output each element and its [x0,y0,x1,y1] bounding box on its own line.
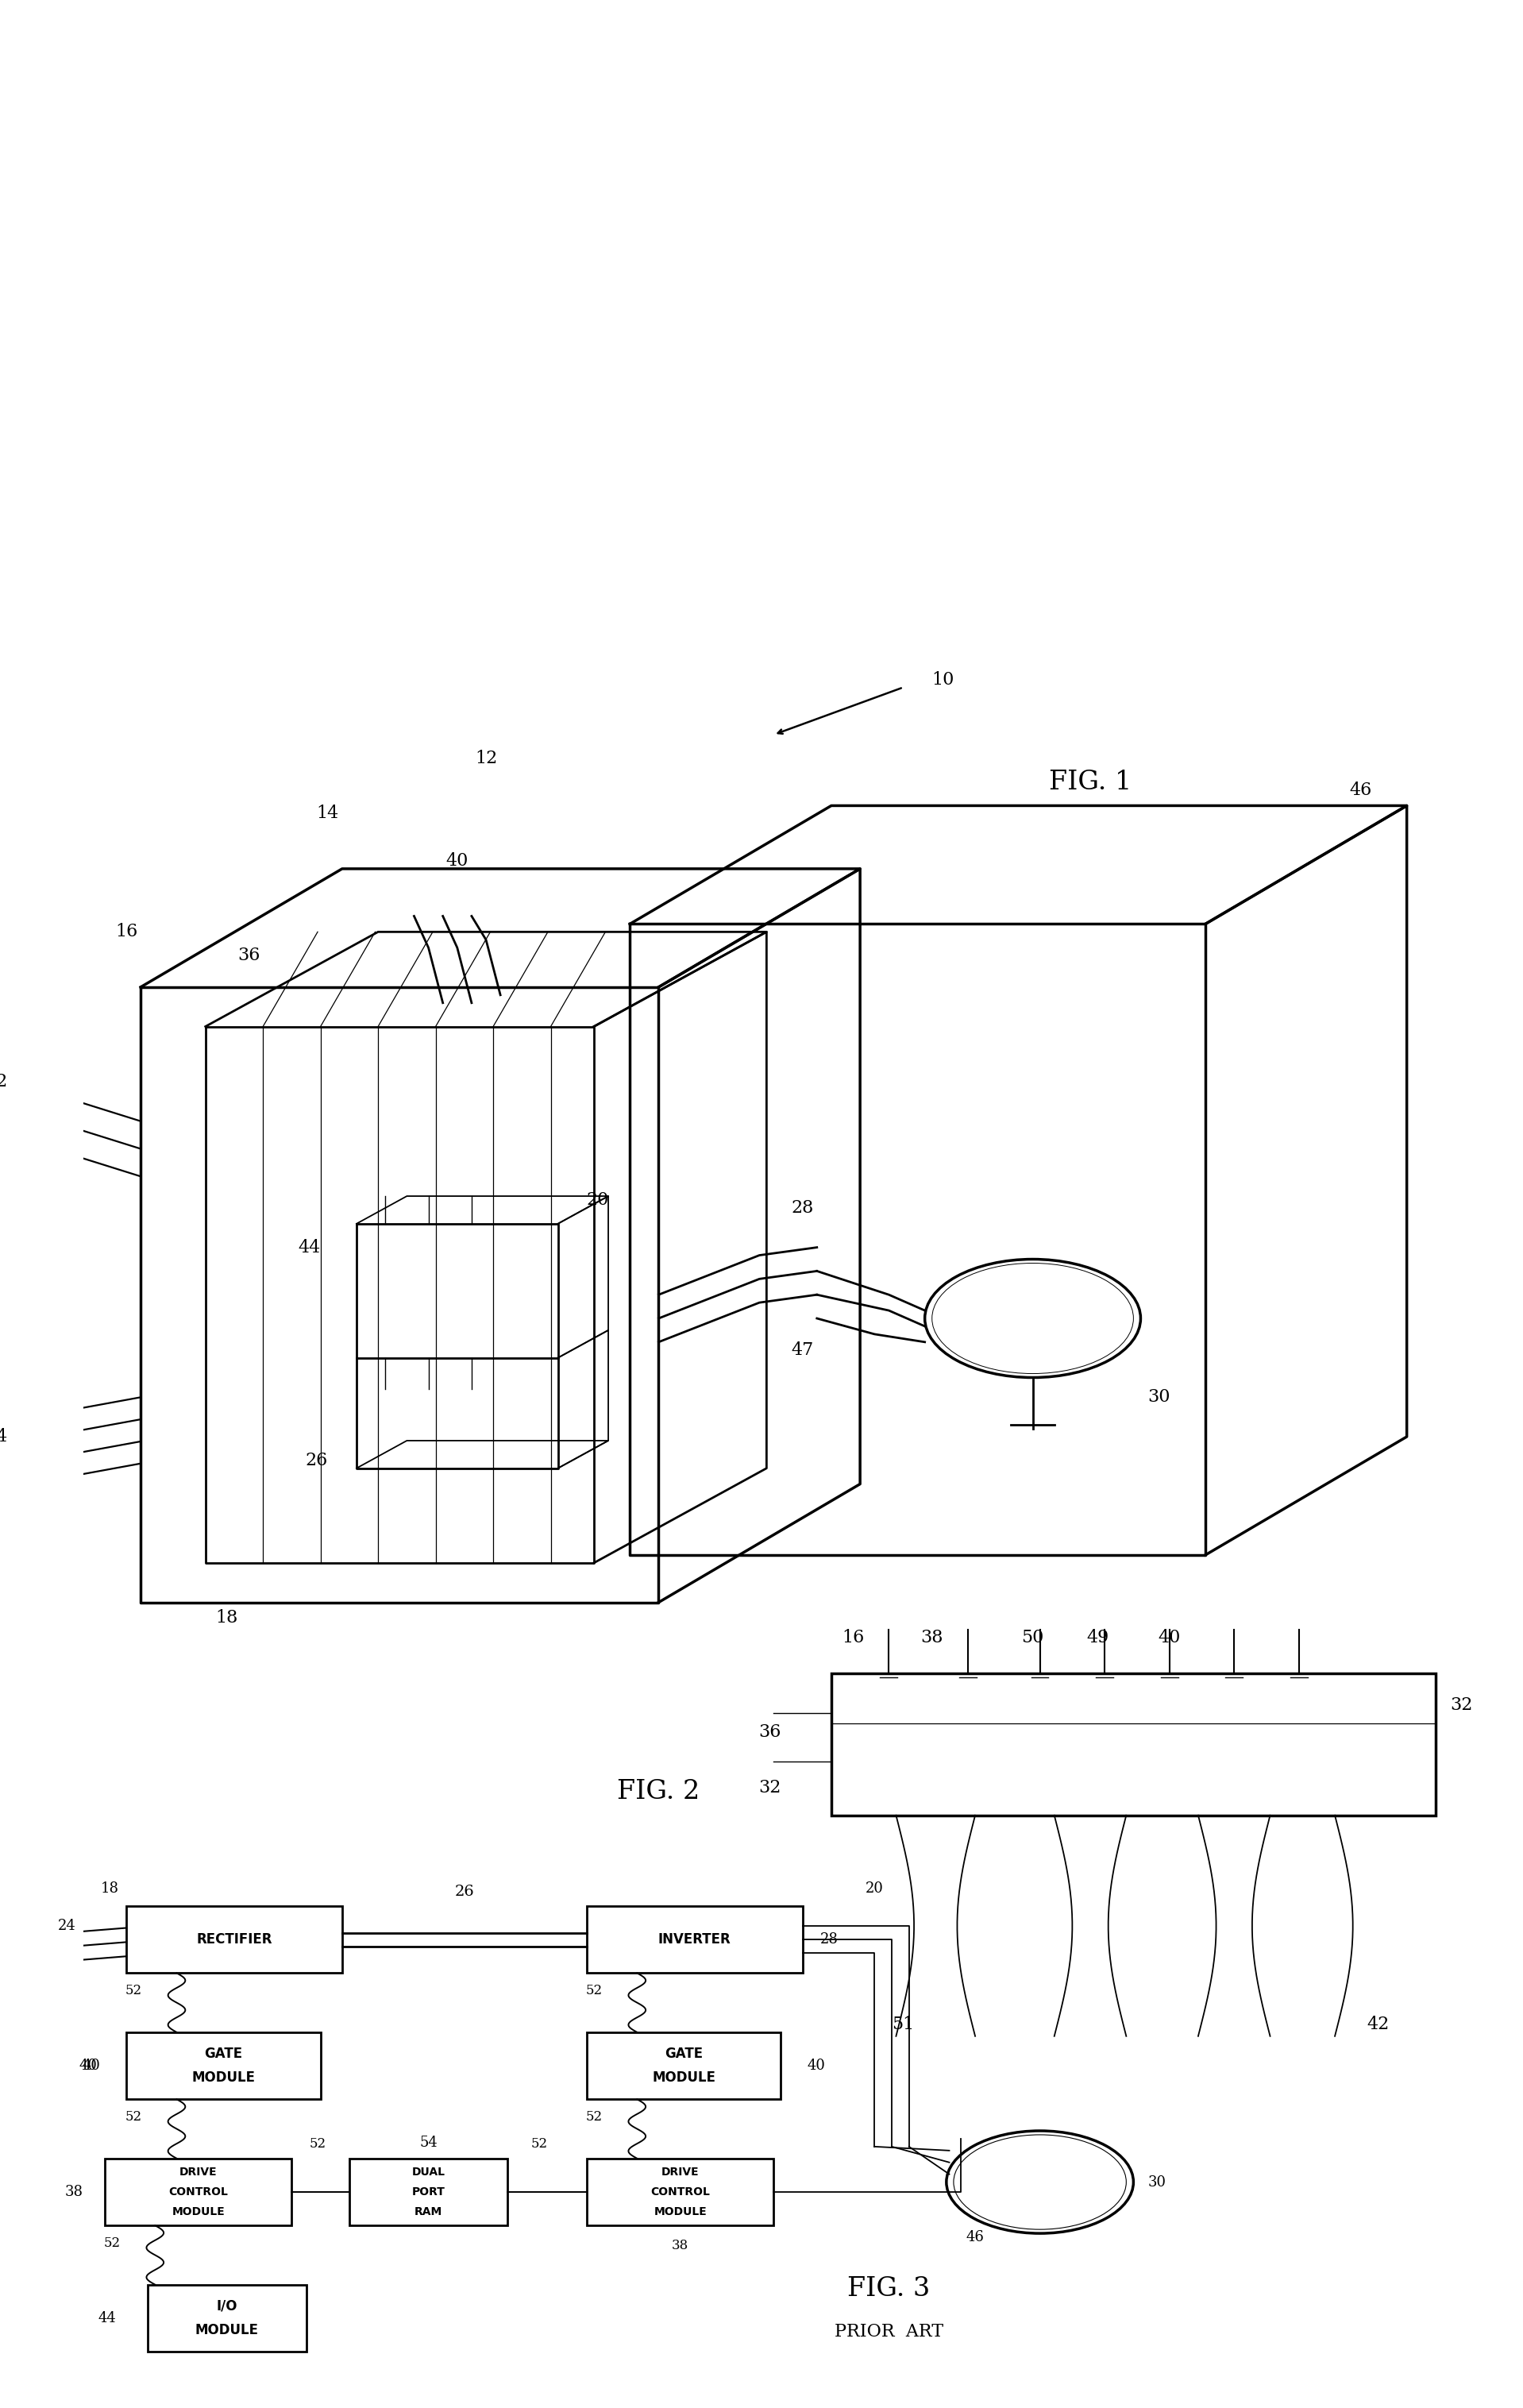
Text: DRIVE: DRIVE [661,2167,699,2177]
Text: 46: 46 [966,2230,984,2244]
Text: 54: 54 [419,2136,437,2150]
Text: 38: 38 [921,1630,943,1647]
Text: 52: 52 [125,2109,142,2124]
Text: 49: 49 [1086,1630,1109,1647]
Text: DRIVE: DRIVE [180,2167,218,2177]
Text: 24: 24 [58,1919,76,1934]
Text: I/O: I/O [216,2300,238,2314]
Text: 40: 40 [807,2059,825,2073]
Text: 47: 47 [792,1341,813,1358]
Text: PORT: PORT [411,2186,445,2199]
Text: 20: 20 [865,1881,883,1895]
Text: MODULE: MODULE [172,2206,225,2218]
Text: 16: 16 [116,922,137,942]
Bar [148,2285,306,2353]
Text: 42: 42 [1366,2015,1389,2032]
Text: 52: 52 [532,2138,548,2150]
Text: MODULE: MODULE [192,2071,256,2085]
Text: 20: 20 [586,1192,609,1209]
Text: 12: 12 [475,749,496,768]
Bar [349,2158,507,2225]
Text: PRIOR  ART: PRIOR ART [835,2324,943,2341]
Text: 50: 50 [1022,1630,1043,1647]
Text: 26: 26 [454,1885,474,1900]
Text: DUAL: DUAL [411,2167,445,2177]
Text: FIG. 3: FIG. 3 [847,2276,931,2302]
Bar [126,2032,320,2100]
Text: 22: 22 [0,1074,8,1091]
Text: MODULE: MODULE [195,2324,259,2338]
Text: 28: 28 [792,1199,813,1216]
Text: 36: 36 [238,946,260,963]
Text: 40: 40 [446,852,469,869]
Text: 38: 38 [65,2184,84,2199]
Text: 38: 38 [672,2239,688,2251]
Text: 32: 32 [758,1780,781,1796]
Text: 36: 36 [758,1724,781,1741]
Text: FIG. 2: FIG. 2 [617,1780,701,1804]
Text: 24: 24 [0,1428,8,1445]
Text: RAM: RAM [414,2206,443,2218]
Text: 40: 40 [1157,1630,1180,1647]
Text: MODULE: MODULE [652,2071,716,2085]
Text: 26: 26 [305,1452,327,1469]
Text: 52: 52 [125,1984,142,1996]
Text: 44: 44 [97,2312,116,2326]
Text: 14: 14 [317,804,340,821]
Text: 28: 28 [821,1931,839,1946]
Text: GATE: GATE [204,2047,242,2061]
Bar [105,2158,292,2225]
Text: FIG. 1: FIG. 1 [1049,768,1132,795]
Text: 10: 10 [932,672,955,689]
Text: 52: 52 [585,2109,602,2124]
Text: 18: 18 [216,1609,238,1628]
Text: 40: 40 [82,2059,101,2073]
Text: 40: 40 [79,2059,97,2073]
Bar [586,2158,774,2225]
Text: 52: 52 [309,2138,326,2150]
Text: 30: 30 [1148,1389,1171,1406]
Text: CONTROL: CONTROL [650,2186,710,2199]
Text: 16: 16 [842,1630,864,1647]
Text: 18: 18 [101,1881,119,1895]
Text: RECTIFIER: RECTIFIER [196,1931,273,1946]
Text: INVERTER: INVERTER [658,1931,731,1946]
Bar [126,1907,343,1972]
Bar [832,1674,1436,1816]
Text: 51: 51 [892,2015,914,2032]
Text: 30: 30 [1148,2174,1167,2189]
Text: MODULE: MODULE [653,2206,707,2218]
Text: 52: 52 [104,2237,120,2249]
Text: 44: 44 [299,1238,320,1257]
Bar [586,1907,803,1972]
Text: 32: 32 [1450,1695,1473,1714]
Text: GATE: GATE [664,2047,704,2061]
Bar [586,2032,781,2100]
Text: 52: 52 [585,1984,602,1996]
Text: 46: 46 [1349,780,1372,799]
Text: CONTROL: CONTROL [169,2186,228,2199]
